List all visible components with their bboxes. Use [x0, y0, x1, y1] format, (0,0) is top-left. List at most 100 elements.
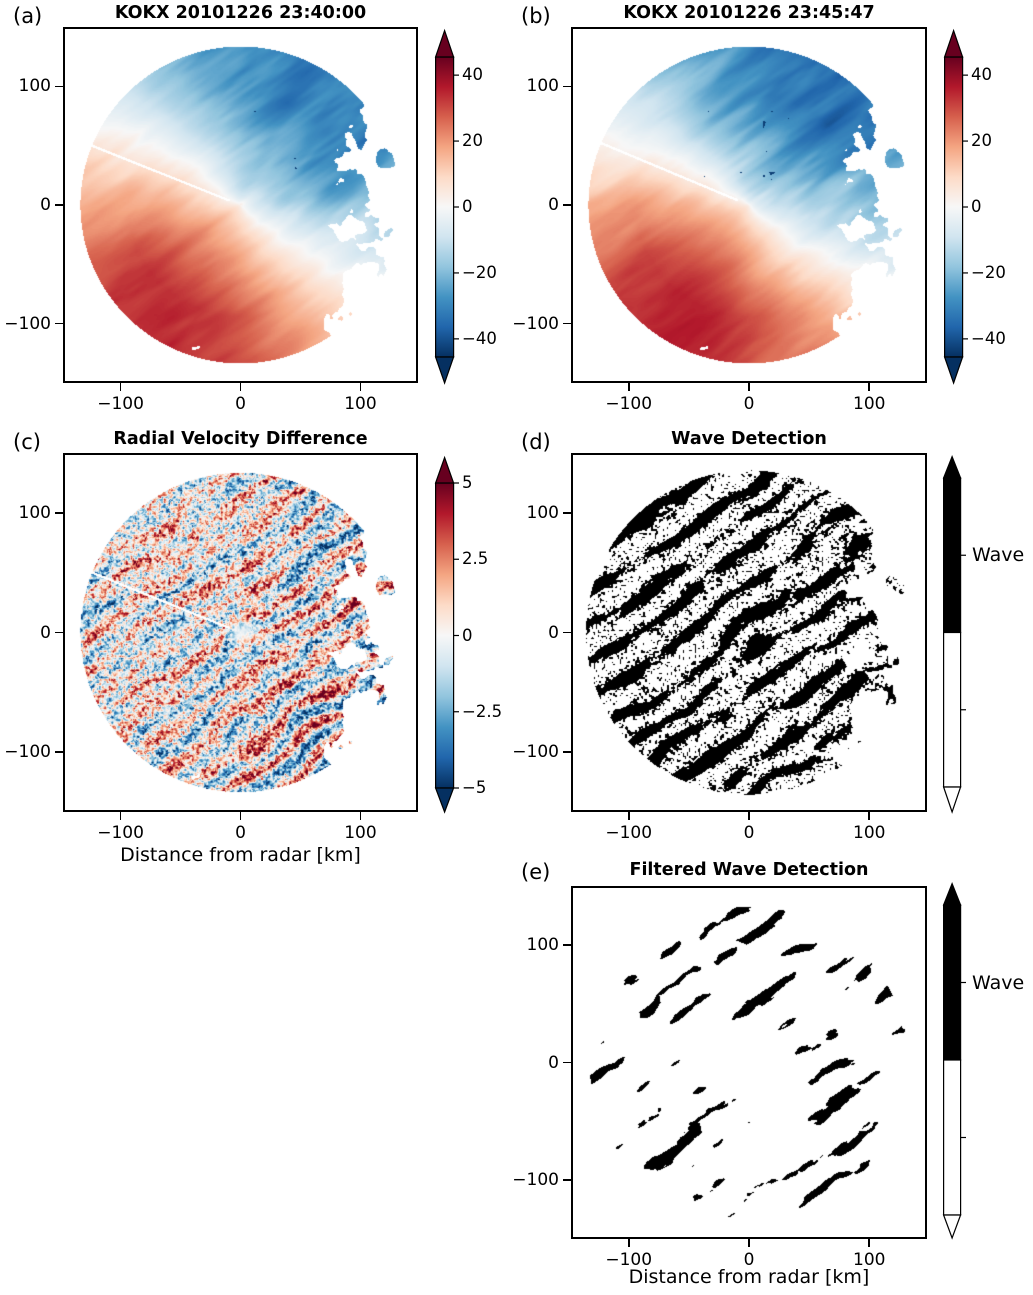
y-tick	[563, 631, 571, 634]
colorbar-c	[434, 455, 459, 814]
x-tick	[627, 383, 630, 391]
y-tick	[55, 85, 63, 88]
panel-e-filtered-wave-mask	[573, 888, 925, 1237]
x-tick-label: −100	[605, 1250, 653, 1270]
panel-a-radar-heatmap	[65, 29, 416, 381]
panel-e-x-axis-label: Distance from radar [km]	[628, 1266, 870, 1288]
x-tick	[868, 383, 871, 391]
panel-d-wave-detection-mask	[573, 455, 925, 810]
panel-c-letter: (c)	[13, 430, 41, 454]
x-tick-label: 100	[344, 823, 377, 843]
y-tick-label: 0	[548, 1052, 559, 1073]
y-tick	[563, 751, 571, 753]
y-tick-label: 100	[18, 502, 51, 523]
colorbar-tick-label: −20	[971, 262, 1006, 282]
panel-d-axes	[571, 453, 927, 812]
y-tick	[563, 512, 571, 514]
y-tick-label: 100	[526, 502, 559, 523]
colorbar-tick-label: 40	[462, 65, 483, 85]
colorbar-tick-label: 20	[462, 131, 483, 151]
x-tick	[239, 812, 242, 820]
panel-c-x-axis-label: Distance from radar [km]	[120, 844, 361, 866]
y-tick	[563, 944, 571, 946]
x-tick	[627, 1239, 630, 1247]
y-tick-label: −100	[512, 313, 559, 334]
x-tick-label: −100	[97, 823, 144, 843]
x-tick-label: 100	[853, 394, 886, 414]
colorbar-tick-label: 5	[462, 473, 473, 492]
y-tick-label: −100	[4, 313, 51, 334]
y-tick-label: −100	[512, 742, 559, 763]
colorbar-category-label: Wave	[972, 971, 1025, 994]
panel-c-difference-heatmap	[65, 455, 416, 810]
panel-d-title: Wave Detection	[671, 429, 827, 449]
y-tick	[55, 322, 63, 325]
x-tick-label: 100	[853, 1250, 886, 1270]
colorbar-e	[942, 881, 966, 1240]
x-tick	[627, 812, 630, 820]
y-tick-label: 100	[526, 934, 559, 955]
panel-b-title: KOKX 20101226 23:45:47	[623, 3, 875, 23]
panel-a-title: KOKX 20101226 23:40:00	[114, 3, 367, 23]
y-tick-label: 100	[526, 76, 559, 97]
y-tick-label: −100	[512, 1170, 559, 1191]
x-tick-label: 0	[743, 823, 755, 843]
y-tick-label: 0	[548, 195, 559, 215]
panel-e-axes	[571, 886, 927, 1239]
x-tick	[119, 812, 122, 820]
x-tick	[359, 812, 362, 820]
y-tick	[563, 204, 571, 206]
x-tick	[359, 383, 362, 391]
colorbar-tick-label: −40	[462, 328, 497, 348]
panel-a-letter: (a)	[13, 4, 43, 28]
y-tick	[55, 512, 63, 514]
y-tick-label: −100	[4, 742, 51, 763]
y-tick	[563, 322, 571, 325]
x-tick-label: 0	[743, 394, 755, 414]
x-tick-label: −100	[605, 823, 653, 843]
colorbar-b	[943, 28, 968, 385]
x-tick-label: 100	[344, 394, 377, 414]
colorbar-tick-label: 0	[971, 197, 982, 216]
x-tick-label: 0	[743, 1250, 755, 1270]
y-tick	[55, 204, 63, 206]
colorbar-a	[434, 28, 459, 385]
colorbar-tick-label: 0	[462, 625, 473, 645]
y-tick-label: 0	[40, 195, 51, 215]
colorbar-category-label: Wave	[972, 544, 1025, 567]
x-tick-label: 100	[853, 823, 886, 843]
x-tick-label: −100	[97, 394, 144, 414]
colorbar-tick-label: −40	[971, 328, 1006, 348]
y-tick	[563, 1179, 571, 1181]
y-tick	[563, 1061, 571, 1064]
y-tick	[55, 751, 63, 753]
panel-b-letter: (b)	[521, 4, 551, 28]
panel-c-axes	[63, 453, 418, 812]
panel-c-title: Radial Velocity Difference	[113, 429, 368, 449]
colorbar-tick-label: 2.5	[462, 549, 489, 569]
x-tick	[868, 1239, 871, 1247]
y-tick-label: 0	[548, 622, 559, 643]
x-tick-label: 0	[235, 823, 246, 843]
colorbar-tick-label: 40	[971, 65, 992, 85]
colorbar-tick-label: −20	[462, 262, 497, 282]
x-tick	[119, 383, 122, 391]
panel-e-letter: (e)	[521, 860, 551, 884]
y-tick	[55, 631, 63, 634]
panel-b-radar-heatmap	[573, 29, 925, 381]
colorbar-tick-label: 0	[462, 197, 473, 216]
x-tick	[748, 383, 750, 391]
panel-b-axes	[571, 27, 927, 383]
colorbar-tick-label: −2.5	[462, 701, 503, 721]
y-tick-label: 0	[40, 622, 51, 643]
colorbar-tick-label: 20	[971, 131, 992, 151]
x-tick	[748, 812, 750, 820]
x-tick	[748, 1239, 750, 1247]
colorbar-d	[942, 454, 966, 814]
y-tick-label: 100	[18, 76, 51, 97]
